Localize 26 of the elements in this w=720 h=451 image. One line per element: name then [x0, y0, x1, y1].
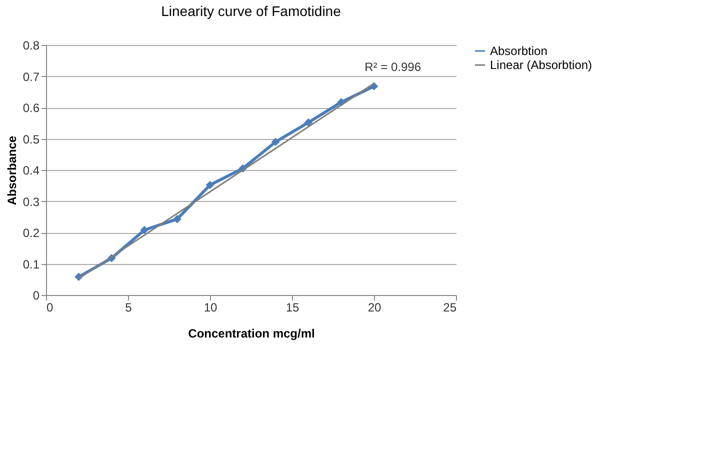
- x-tick-label: 25: [443, 300, 457, 314]
- y-tick-label: 0.1: [22, 257, 40, 272]
- x-tick-label: 5: [125, 300, 132, 314]
- point: [206, 180, 214, 190]
- point: [140, 226, 149, 234]
- y-tick-label: 0.6: [22, 101, 40, 115]
- y-tick-label: 0.5: [22, 132, 40, 146]
- legend-label: Linear (Absorbtion): [490, 58, 592, 72]
- x-tick-label: 0: [46, 300, 54, 314]
- point: [173, 214, 182, 224]
- y-tick-label: 0.8: [22, 38, 40, 52]
- x-tick-label: 20: [368, 300, 382, 314]
- point: [271, 138, 280, 146]
- legend-label: Absorbtion: [490, 44, 548, 58]
- y-tick-label: 0.2: [22, 226, 40, 240]
- x-tick-label: 10: [204, 300, 218, 314]
- x-axis-title: Concentration mcg/ml: [188, 326, 315, 340]
- y-tick-label: 0.4: [22, 164, 40, 178]
- annotation: R² = 0.996: [364, 60, 422, 74]
- point: [304, 118, 313, 127]
- y-tick-label: 0.7: [22, 70, 40, 84]
- y-tick-label: 0: [32, 288, 40, 302]
- chart-title: Linearity curve of Famotidine: [161, 3, 342, 19]
- y-axis-title: Absorbance: [4, 136, 19, 206]
- y-tick-label: 0.3: [22, 194, 40, 209]
- x-tick-label: 15: [286, 300, 300, 314]
